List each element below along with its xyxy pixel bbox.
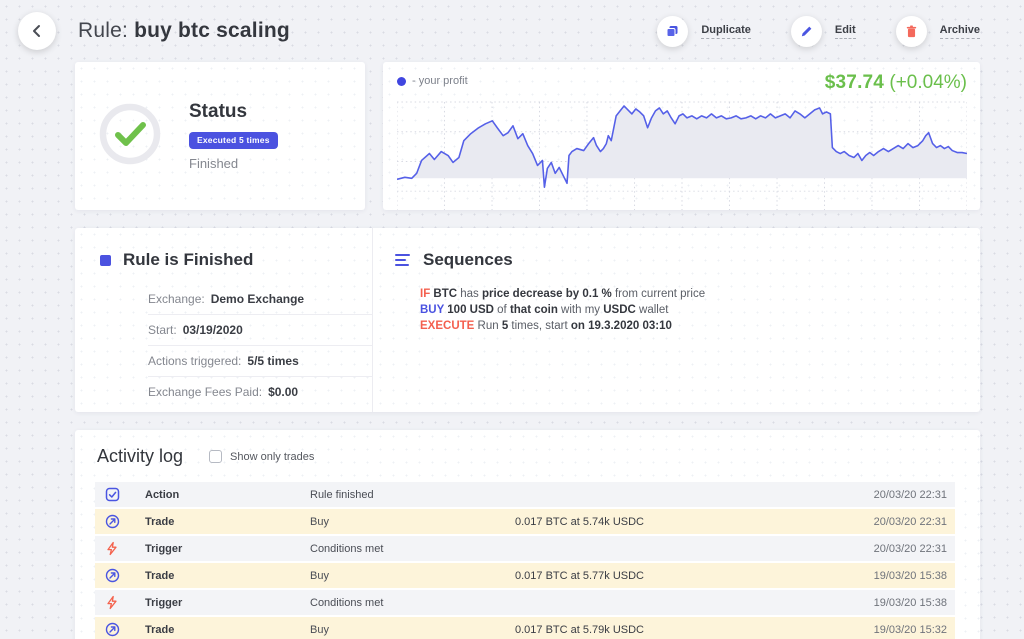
activity-value: 0.017 BTC at 5.77k USDC — [515, 569, 645, 582]
archive-icon — [895, 15, 927, 47]
activity-log-row: Trade Buy 0.017 BTC at 5.77k USDC 19/03/20 … — [95, 563, 955, 588]
detail-label: Exchange Fees Paid: — [148, 385, 263, 399]
sequences-section: Sequences IF BTC has price decrease by 0… — [373, 228, 980, 412]
profit-value: $37.74 — [824, 72, 885, 93]
activity-log-title: Activity log — [97, 446, 184, 466]
activity-type: Trigger — [145, 542, 183, 555]
activity-log-row: Action Rule finished 20/03/20 22:31 — [95, 482, 955, 507]
page-title: Rule: buy btc scaling — [78, 19, 290, 42]
duplicate-icon — [657, 15, 689, 47]
profit-chart — [397, 101, 967, 212]
rule-name: buy btc scaling — [134, 19, 290, 42]
show-only-trades-label: Show only trades — [230, 450, 315, 463]
detail-label: Start: — [148, 323, 177, 337]
activity-type: Trade — [145, 515, 175, 528]
main-content: Status Executed 5 times Finished - your … — [0, 52, 1024, 639]
detail-value: 03/19/2020 — [182, 323, 243, 337]
header-actions: Duplicate Edit Archive — [657, 15, 980, 47]
archive-button[interactable]: Archive — [895, 15, 980, 47]
profit-change: (+0.04%) — [884, 72, 967, 93]
arrow-up-circle-icon — [105, 622, 145, 637]
arrow-up-circle-icon — [105, 568, 145, 583]
rule-detail-rows: Exchange: Demo Exchange Start: 03/19/2020 Ac… — [148, 284, 373, 407]
detail-value: 5/5 times — [247, 354, 299, 368]
show-only-trades-checkbox[interactable] — [209, 450, 223, 463]
activity-type: Action — [145, 488, 180, 501]
activity-type: Trade — [145, 569, 175, 582]
duplicate-label: Duplicate — [701, 24, 751, 39]
square-bullet-icon — [100, 254, 111, 266]
activity-type: Trigger — [145, 596, 183, 609]
activity-log-row: Trade Buy 0.017 BTC at 5.79k USDC 19/03/20 … — [95, 617, 955, 639]
status-badge: Executed 5 times — [189, 132, 278, 149]
detail-label: Exchange: — [148, 292, 205, 306]
detail-label: Actions triggered: — [148, 354, 242, 368]
legend-dot-icon — [397, 76, 406, 86]
profit-chart-card: - your profit $37.74 (+0.04%) — [383, 62, 980, 212]
edit-label: Edit — [834, 24, 856, 39]
sequence-line: IF BTC has price decrease by 0.1 % from … — [420, 288, 706, 300]
back-button[interactable] — [18, 12, 56, 50]
activity-event: Buy — [310, 515, 329, 528]
activity-timestamp: 20/03/20 22:31 — [873, 542, 947, 555]
activity-value: 0.017 BTC at 5.79k USDC — [515, 623, 645, 636]
sequences-title: Sequences — [423, 250, 513, 269]
chevron-left-icon — [30, 23, 44, 39]
show-only-trades-filter[interactable]: Show only trades — [209, 450, 314, 463]
status-card: Status Executed 5 times Finished — [75, 62, 365, 210]
checkbox-check-icon — [105, 487, 145, 502]
activity-timestamp: 19/03/20 15:32 — [873, 623, 947, 636]
rule-detail-row: Actions triggered: 5/5 times — [148, 346, 373, 377]
legend-label: - your profit — [412, 75, 468, 87]
rule-detail-row: Exchange: Demo Exchange — [148, 284, 373, 315]
sequence-line: BUY 100 USD of that coin with my USDC wa… — [420, 304, 669, 316]
sequence-lines: IF BTC has price decrease by 0.1 % from … — [420, 286, 980, 334]
activity-event: Buy — [310, 569, 329, 582]
activity-log-row: Trigger Conditions met 20/03/20 22:31 — [95, 536, 955, 561]
detail-value: Demo Exchange — [210, 292, 305, 306]
activity-type: Trade — [145, 623, 175, 636]
status-state: Finished — [189, 156, 239, 171]
chart-legend: - your profit — [397, 72, 468, 87]
activity-log-card: Activity log Show only trades Action Rule… — [75, 430, 980, 639]
activity-timestamp: 19/03/20 15:38 — [873, 596, 947, 609]
bolt-icon — [105, 595, 145, 610]
edit-button[interactable]: Edit — [790, 15, 856, 47]
activity-log-table: Action Rule finished 20/03/20 22:31 Trade Bu… — [95, 482, 955, 639]
activity-timestamp: 20/03/20 22:31 — [873, 515, 947, 528]
rule-detail-row: Exchange Fees Paid: $0.00 — [148, 377, 373, 407]
activity-timestamp: 19/03/20 15:38 — [873, 569, 947, 582]
archive-label: Archive — [939, 24, 980, 39]
edit-icon — [790, 15, 822, 47]
activity-value: 0.017 BTC at 5.74k USDC — [515, 515, 645, 528]
activity-log-row: Trade Buy 0.017 BTC at 5.74k USDC 20/03/20 … — [95, 509, 955, 534]
topbar: Rule: buy btc scaling Duplicate Edit Arc… — [0, 0, 1024, 52]
profit-readout: $37.74 (+0.04%) — [825, 72, 967, 94]
check-circle-icon — [97, 101, 163, 172]
activity-event: Conditions met — [310, 542, 384, 555]
status-title: Status — [189, 101, 248, 122]
sequence-line: EXECUTE Run 5 times, start on 19.3.2020 … — [420, 320, 672, 332]
list-icon — [395, 253, 411, 267]
rule-detail-row: Start: 03/19/2020 — [148, 315, 373, 346]
rule-summary-section: Rule is Finished Exchange: Demo Exchange S… — [75, 228, 373, 412]
activity-log-row: Trigger Conditions met 19/03/20 15:38 — [95, 590, 955, 615]
arrow-up-circle-icon — [105, 514, 145, 529]
activity-event: Rule finished — [310, 488, 374, 501]
duplicate-button[interactable]: Duplicate — [657, 15, 751, 47]
bolt-icon — [105, 541, 145, 556]
rule-status-title: Rule is Finished — [123, 250, 254, 269]
activity-event: Conditions met — [310, 596, 384, 609]
rule-details-card: Rule is Finished Exchange: Demo Exchange S… — [75, 228, 980, 412]
activity-timestamp: 20/03/20 22:31 — [873, 488, 947, 501]
activity-event: Buy — [310, 623, 329, 636]
detail-value: $0.00 — [268, 385, 299, 399]
